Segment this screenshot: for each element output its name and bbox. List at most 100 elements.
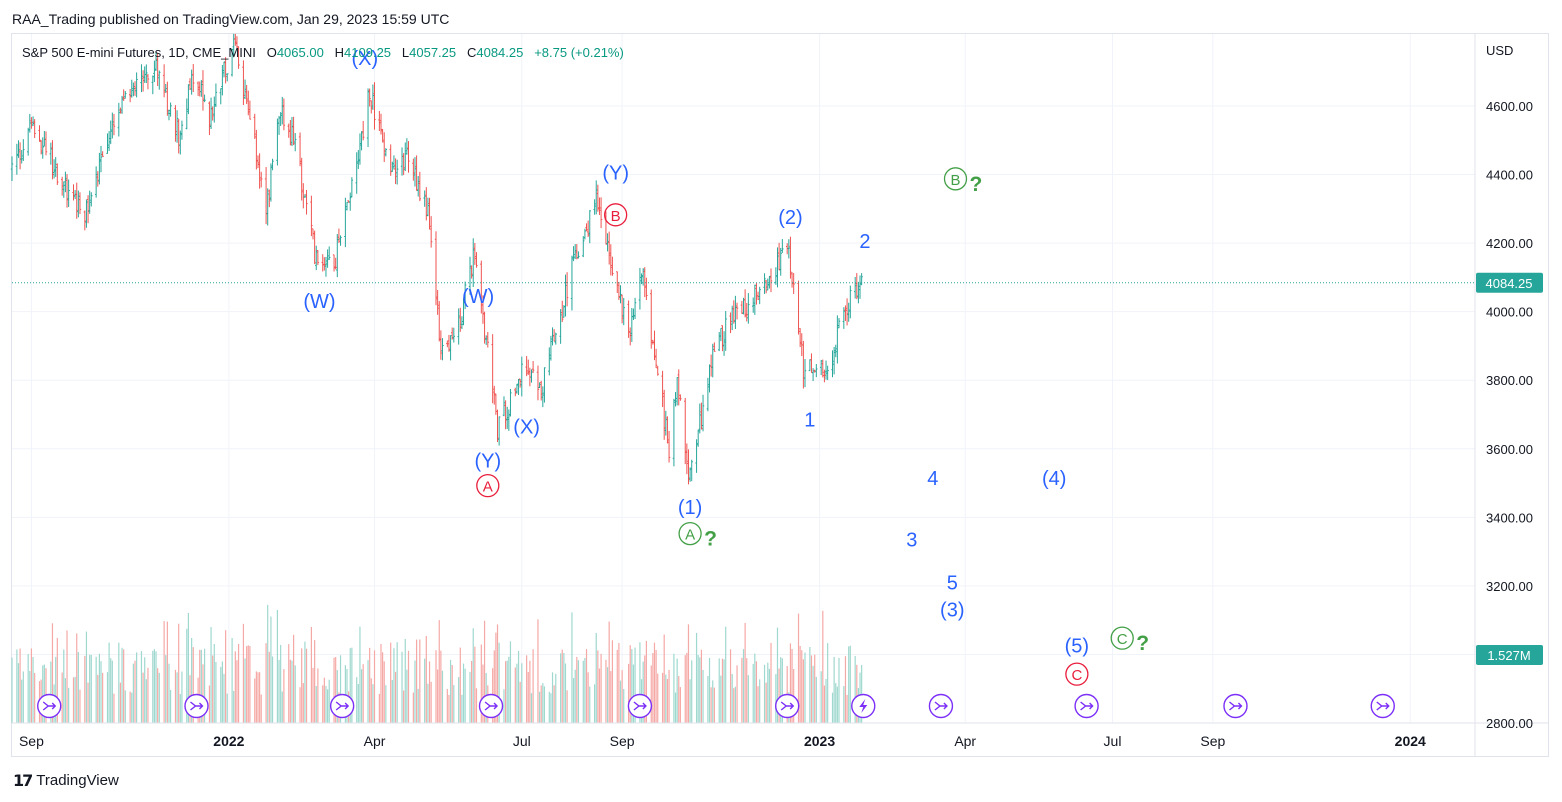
volume-bar <box>176 672 178 723</box>
volume-bar <box>446 688 448 723</box>
volume-bar <box>810 655 813 723</box>
volume-bar <box>553 685 555 723</box>
volume-bar <box>380 643 382 723</box>
low-label: L <box>401 45 410 60</box>
volume-bar <box>600 653 602 723</box>
volume-bar <box>370 678 372 723</box>
tradingview-logo[interactable]: 17 TradingView <box>13 771 119 790</box>
volume-bar <box>64 678 67 723</box>
volume-bar <box>97 674 99 723</box>
volume-bar <box>542 683 544 723</box>
volume-bar <box>746 658 748 723</box>
volume-bar <box>530 693 533 723</box>
volume-bar <box>199 649 201 723</box>
volume-bar <box>621 670 623 723</box>
volume-bar <box>166 621 168 723</box>
volume-bar <box>270 616 272 723</box>
volume-bar <box>396 642 398 723</box>
volume-bar <box>550 693 552 723</box>
volume-bar <box>136 652 138 723</box>
dividend-arrow-icon <box>934 701 948 711</box>
volume-bar <box>720 675 722 723</box>
tradingview-icon: 17 <box>13 771 33 790</box>
volume-bar <box>809 646 811 723</box>
volume-bar <box>838 657 840 723</box>
volume-bar <box>322 685 324 723</box>
volume-bar <box>438 620 440 723</box>
price-tick-label: 3600.00 <box>1486 442 1533 457</box>
volume-bar <box>276 609 279 723</box>
volume-bar <box>710 687 712 723</box>
volume-bar <box>259 672 261 723</box>
volume-bar <box>349 648 351 723</box>
volume-bar <box>471 660 473 723</box>
volume-bar <box>181 671 183 723</box>
volume-bar <box>823 685 826 723</box>
volume-bar <box>288 644 290 723</box>
volume-bar <box>645 640 647 723</box>
volume-bar <box>369 647 371 723</box>
volume-bar <box>51 623 54 723</box>
volume-bar <box>43 664 45 723</box>
volume-bar <box>744 622 746 723</box>
time-tick-label: Jul <box>513 733 531 749</box>
volume-bar <box>123 649 125 723</box>
volume-bar <box>356 677 358 723</box>
wave-label: 1 <box>804 409 815 431</box>
volume-bar <box>268 651 270 723</box>
volume-bar <box>90 654 92 723</box>
volume-bar <box>655 650 657 723</box>
volume-bar <box>571 612 573 723</box>
volume-bar <box>674 692 677 723</box>
volume-bar <box>576 656 578 723</box>
time-tick-label: 2024 <box>1395 733 1426 749</box>
volume-bar <box>538 691 541 723</box>
volume-bar <box>833 656 835 723</box>
volume-bar <box>221 661 223 723</box>
high-value: 4109.25 <box>344 45 392 60</box>
volume-bar <box>339 655 342 723</box>
wave-label: (W) <box>303 291 335 313</box>
volume-bar <box>768 668 770 723</box>
volume-bar <box>679 687 681 723</box>
volume-bar <box>310 626 312 723</box>
volume-bar <box>699 657 701 723</box>
volume-bar <box>822 610 824 723</box>
volume-bar <box>292 634 295 723</box>
volume-bar <box>843 686 845 723</box>
volume-bar <box>453 685 455 723</box>
volume-bar <box>441 670 444 723</box>
volume-bar <box>95 656 97 723</box>
volume-bar <box>448 694 450 723</box>
volume-bar <box>165 655 167 723</box>
volume-bar <box>650 665 652 723</box>
last-price-tag <box>1476 272 1543 293</box>
change-value: +8.75 (+0.21%) <box>534 45 624 60</box>
volume-bar <box>759 679 761 723</box>
dividend-arrow-icon <box>42 701 57 711</box>
volume-bar <box>419 639 421 723</box>
volume-bar <box>616 649 618 723</box>
volume-bar <box>825 678 827 723</box>
volume-bar <box>212 655 214 723</box>
volume-bar <box>111 660 113 723</box>
wave-label-circle <box>678 521 702 546</box>
volume-bar <box>200 649 202 723</box>
volume-bar <box>42 665 44 723</box>
volume-bar <box>412 692 414 723</box>
volume-bar <box>770 642 772 723</box>
volume-bar <box>763 664 766 723</box>
price-tick-label: 3800.00 <box>1486 373 1533 388</box>
volume-bar <box>383 661 385 723</box>
volume-bar <box>668 669 670 723</box>
published-header: RAA_Trading published on TradingView.com… <box>12 11 450 27</box>
volume-bar <box>697 655 699 723</box>
wave-question-mark: ? <box>970 173 983 196</box>
volume-bar <box>394 671 397 723</box>
wave-label: (Y) <box>602 163 629 185</box>
volume-bar <box>781 658 783 723</box>
volume-bar <box>344 665 346 723</box>
volume-bar <box>827 643 829 723</box>
volume-bar <box>836 686 838 723</box>
